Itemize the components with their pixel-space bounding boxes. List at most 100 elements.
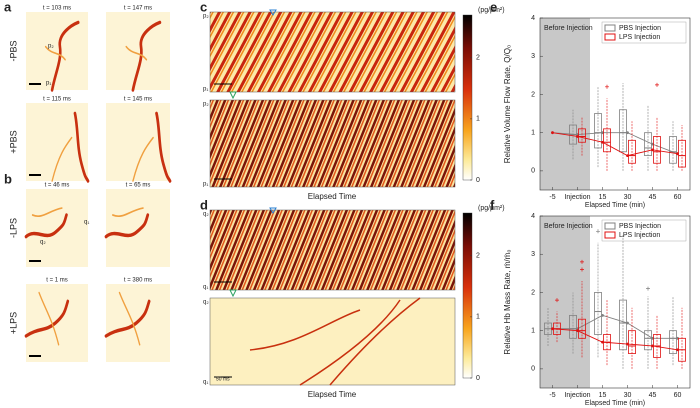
micrograph — [26, 12, 88, 90]
vessel-label: q₁ — [84, 220, 89, 226]
plot-frame — [539, 17, 691, 191]
outlier — [646, 286, 650, 291]
box — [628, 139, 636, 164]
x-tick-label: -5 — [549, 392, 555, 399]
colorbar-tick-label: 0 — [476, 177, 480, 184]
box — [619, 299, 627, 351]
mean-point — [601, 313, 604, 317]
y-tick-label: 3 — [531, 53, 535, 60]
colorbar-tick-label: 0 — [476, 375, 480, 382]
vessel — [104, 299, 151, 338]
legend-swatch — [604, 231, 616, 239]
shaded-region — [540, 216, 590, 388]
legend-label: PBS Injection — [619, 25, 661, 32]
vessel — [24, 213, 68, 239]
kymograph — [209, 11, 456, 93]
y-tick-label: 4 — [531, 213, 535, 220]
time-label: t = 145 ms — [124, 97, 152, 103]
micrograph — [106, 12, 170, 90]
x-tick-label: 60 — [674, 392, 682, 399]
box — [603, 128, 611, 153]
y-tick-label: 2 — [531, 289, 535, 296]
box — [578, 318, 586, 339]
vessel — [51, 136, 73, 182]
box — [644, 330, 652, 351]
micrograph — [26, 189, 88, 267]
vessel-label: q₂ — [40, 240, 46, 246]
colorbar-label: (pg/μm²) — [478, 7, 505, 14]
kymo-end-label: p₂ — [203, 14, 209, 20]
kymo-end-label: q₁ — [203, 380, 208, 386]
mean-point — [626, 342, 629, 346]
outlier — [655, 82, 659, 87]
kymograph — [209, 99, 456, 188]
box — [594, 292, 602, 335]
x-tick-label: 60 — [674, 194, 682, 201]
kymo-trace — [299, 299, 401, 386]
panel-label: d — [200, 197, 208, 212]
shade-label: Before Injection — [544, 223, 593, 230]
mean-point — [651, 344, 654, 348]
time-label: t = 103 ms — [43, 6, 71, 12]
vessel — [24, 299, 70, 338]
outlier — [555, 298, 559, 303]
mean-line — [552, 328, 678, 351]
panel-label: e — [490, 0, 497, 14]
mean-point — [626, 131, 629, 135]
mean-point — [551, 131, 554, 135]
vessel-label: p₂ — [48, 44, 54, 50]
legend-frame — [601, 21, 687, 44]
x-tick-label: Injection — [564, 392, 590, 399]
x-tick-label: 45 — [649, 194, 657, 201]
vessel — [73, 111, 90, 183]
vessel — [104, 213, 150, 239]
time-label: t = 46 ms — [45, 183, 70, 189]
mean-point — [626, 154, 629, 158]
kymo-end-label: p₂ — [203, 102, 209, 108]
outlier — [580, 267, 584, 272]
y-tick-label: 1 — [531, 328, 535, 335]
time-label: t = 380 ms — [124, 278, 152, 284]
vessel — [50, 20, 80, 92]
plot-frame — [539, 215, 691, 389]
outlier — [596, 229, 600, 234]
vessel — [132, 136, 154, 182]
kymo-marker — [269, 207, 277, 214]
mean-point — [551, 327, 554, 331]
x-tick-label: 15 — [599, 194, 607, 201]
mean-point — [601, 140, 604, 144]
legend-swatch — [604, 222, 616, 230]
x-tick-label: Injection — [564, 194, 590, 201]
x-tick-label: 45 — [649, 392, 657, 399]
legend-label: PBS Injection — [619, 223, 661, 230]
outlier — [605, 84, 609, 89]
colorbar-tick-label: 1 — [476, 314, 480, 321]
mean-line — [552, 314, 678, 339]
legend-swatch — [604, 24, 616, 32]
kymograph — [209, 209, 456, 291]
panel-label: f — [490, 197, 495, 212]
colorbar-tick-label: 1 — [476, 116, 480, 123]
outlier — [580, 259, 584, 264]
mean-point — [651, 148, 654, 152]
kymo-marker — [229, 91, 237, 100]
x-tick-label: -5 — [549, 194, 555, 201]
vessel-label: p₁ — [46, 81, 51, 87]
vessel — [31, 207, 63, 217]
x-axis-label: Elapsed Time — [308, 192, 357, 201]
mean-point — [676, 348, 679, 352]
kymo-end-label: q₁ — [203, 285, 208, 291]
micrograph — [106, 189, 170, 267]
vessel — [125, 45, 148, 61]
mean-point — [676, 152, 679, 156]
row-label: +PBS — [8, 130, 18, 153]
y-tick-label: 3 — [531, 251, 535, 258]
time-label: t = 115 ms — [43, 97, 71, 103]
box — [569, 314, 577, 339]
box — [594, 113, 602, 149]
vessel — [118, 291, 141, 346]
legend-label: LPS Injection — [619, 34, 660, 41]
panel-label: b — [4, 171, 12, 186]
time-label: t = 1 ms — [46, 278, 68, 284]
